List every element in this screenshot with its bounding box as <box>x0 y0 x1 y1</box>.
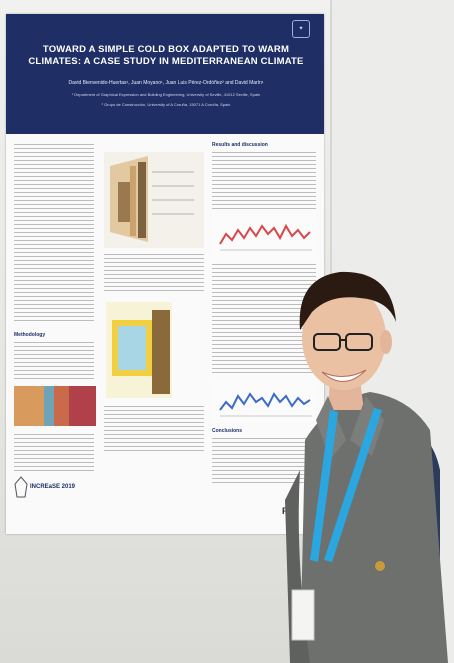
results-text <box>212 152 316 210</box>
discussion-text <box>212 264 316 374</box>
cold-box-figure <box>106 302 172 398</box>
methodology-heading: Methodology <box>14 332 46 338</box>
poster-header: ✦ TOWARD A SIMPLE COLD BOX ADAPTED TO WA… <box>6 14 324 134</box>
results-heading: Results and discussion <box>212 142 268 148</box>
figure-caption-text <box>14 434 94 474</box>
university-logo-icon: ✦ <box>292 20 310 38</box>
face <box>302 286 386 390</box>
hair <box>299 271 396 330</box>
seville-emblem-icon <box>14 476 28 498</box>
shirt <box>300 392 448 663</box>
poster-authors: David Bienvenido-Huertas¹, Juan Moyano¹,… <box>68 80 264 86</box>
name-badge <box>291 589 315 641</box>
temperature-plot-red <box>212 214 316 258</box>
poster-affiliation-2: ² Grupo de Construcción, University of A… <box>101 102 231 107</box>
temperature-plot-blue <box>212 382 316 422</box>
glasses-icon <box>313 333 341 351</box>
poster-affiliation-1: ¹ Department of Graphical Expression and… <box>71 92 261 97</box>
wall-section-diagram <box>104 152 204 248</box>
scientific-poster: ✦ TOWARD A SIMPLE COLD BOX ADAPTED TO WA… <box>6 14 324 534</box>
conclusions-heading: Conclusions <box>212 428 243 434</box>
poster-intro-text <box>14 144 94 324</box>
methodology-text <box>14 342 94 382</box>
thermal-image-figure <box>14 386 96 426</box>
lanyard <box>310 410 338 562</box>
conference-logo: INCREaSE 2019 <box>30 484 76 490</box>
column2-text-1 <box>104 254 204 294</box>
column2-text-2 <box>104 406 204 454</box>
poster-title: TOWARD A SIMPLE COLD BOX ADAPTED TO WARM… <box>28 44 304 67</box>
